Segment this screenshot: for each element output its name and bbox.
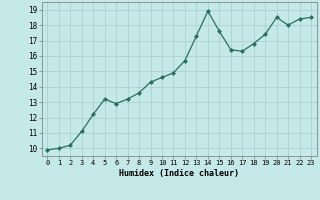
X-axis label: Humidex (Indice chaleur): Humidex (Indice chaleur) xyxy=(119,169,239,178)
